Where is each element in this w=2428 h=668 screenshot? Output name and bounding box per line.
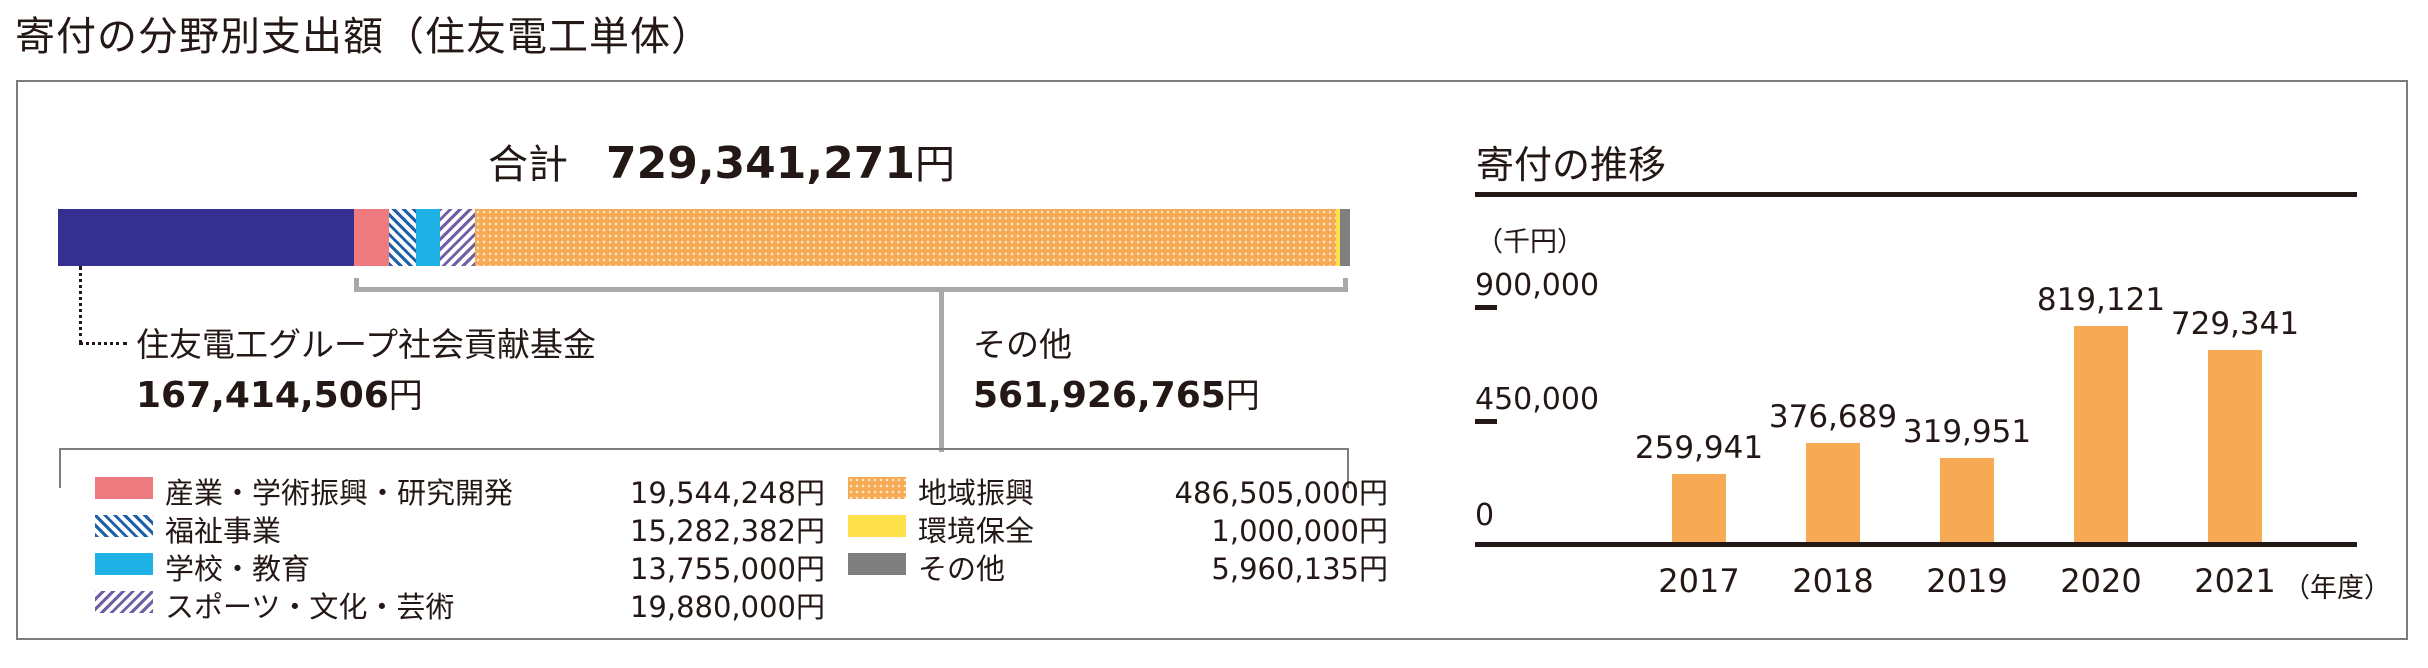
legend-amount: 19,544,248円 <box>629 476 825 510</box>
legend-label: 福祉事業 <box>165 514 282 548</box>
other-amount-unit: 円 <box>1225 376 1260 416</box>
legend-amount: 15,282,382円 <box>629 514 825 548</box>
x-tick-label-2018: 2018 <box>1792 562 1874 600</box>
legend-swatch <box>95 553 153 575</box>
bar-segment-6 <box>1335 209 1340 266</box>
legend-amount: 1,000,000円 <box>1211 514 1388 548</box>
legend-amount: 5,960,135円 <box>1211 552 1388 586</box>
legend-label: スポーツ・文化・芸術 <box>165 590 455 624</box>
bar-segment-3 <box>415 209 440 266</box>
other-amount: 561,926,765円 <box>973 368 1260 417</box>
bar-2021 <box>2208 349 2262 542</box>
legend-label: 環境保全 <box>918 514 1035 548</box>
legend-amount: 19,880,000円 <box>629 590 825 624</box>
x-axis-baseline <box>1475 542 2357 547</box>
foundation-leader-horizontal <box>79 342 127 345</box>
other-bracket <box>354 278 1348 292</box>
bar-segment-4 <box>440 209 476 266</box>
bar-2018 <box>1806 442 1860 542</box>
y-tick-label: 450,000 <box>1475 382 1600 417</box>
total-label: 合計 <box>488 142 568 188</box>
other-connector <box>939 292 944 452</box>
bar-segment-1 <box>354 209 389 266</box>
legend-swatch <box>95 591 153 613</box>
x-tick-label-2021: 2021 <box>2194 562 2276 600</box>
legend-label: 産業・学術振興・研究開発 <box>165 476 514 510</box>
legend-swatch <box>95 477 153 499</box>
bar-2019 <box>1940 457 1994 542</box>
legend-label: 学校・教育 <box>165 552 311 586</box>
bar-2017 <box>1672 473 1726 542</box>
bar-segment-0 <box>58 209 355 266</box>
legend-label: 地域振興 <box>918 476 1035 510</box>
legend-amount: 13,755,000円 <box>629 552 825 586</box>
bar-2020 <box>2074 326 2128 542</box>
legend-swatch <box>95 515 153 537</box>
data-label-2019: 319,951 <box>1902 413 2032 450</box>
data-label-2021: 729,341 <box>2170 305 2300 342</box>
trend-title-rule <box>1475 192 2357 197</box>
y-tick-mark <box>1475 419 1497 424</box>
foundation-label: 住友電工グループ社会貢献基金 <box>136 325 597 364</box>
x-tick-label-2017: 2017 <box>1658 562 1740 600</box>
total-value: 729,341,271 <box>606 138 915 189</box>
total-line: 合計 729,341,271円 <box>488 132 955 190</box>
chart-panel: 合計 729,341,271円 住友電工グループ社会貢献基金 167,414,50… <box>16 80 2408 640</box>
legend-swatch <box>848 553 906 575</box>
x-unit-label: （年度） <box>2283 573 2391 604</box>
y-tick-label: 900,000 <box>1475 268 1600 303</box>
foundation-amount-unit: 円 <box>388 376 423 416</box>
foundation-leader-vertical <box>79 266 82 344</box>
data-label-2020: 819,121 <box>2036 282 2166 319</box>
legend-amount: 486,505,000円 <box>1174 476 1389 510</box>
x-tick-label-2019: 2019 <box>1926 562 2008 600</box>
y-tick-label: 0 <box>1475 498 1495 533</box>
foundation-amount-value: 167,414,506 <box>136 375 389 416</box>
y-unit-label: （千円） <box>1476 227 1584 258</box>
bar-segment-7 <box>1339 209 1351 266</box>
data-label-2018: 376,689 <box>1768 398 1898 435</box>
page-title: 寄付の分野別支出額（住友電工単体） <box>15 14 712 60</box>
other-label: その他 <box>973 325 1072 364</box>
legend-swatch <box>848 515 906 537</box>
legend-swatch <box>848 477 906 499</box>
foundation-amount: 167,414,506円 <box>136 368 423 417</box>
other-amount-value: 561,926,765 <box>973 375 1226 416</box>
data-label-2017: 259,941 <box>1634 429 1764 466</box>
total-unit: 円 <box>914 142 955 188</box>
bar-segment-2 <box>388 209 416 266</box>
stacked-bar <box>58 209 1351 266</box>
bar-segment-5 <box>475 209 1336 266</box>
y-tick-mark <box>1475 305 1497 310</box>
legend-label: その他 <box>918 552 1006 586</box>
legend-frame <box>59 448 1349 488</box>
x-tick-label-2020: 2020 <box>2060 562 2142 600</box>
trend-chart-title: 寄付の推移 <box>1476 143 1667 187</box>
